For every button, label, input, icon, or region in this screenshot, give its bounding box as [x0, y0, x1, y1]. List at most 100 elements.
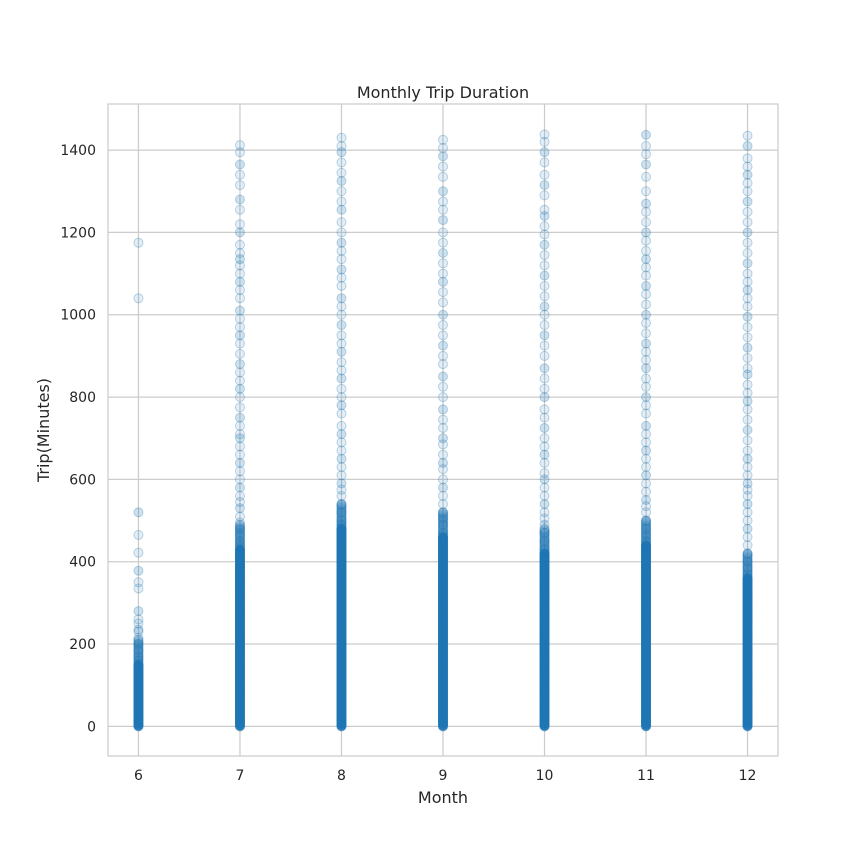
scatter-point	[641, 355, 652, 366]
scatter-point	[641, 392, 652, 403]
scatter-point	[742, 248, 753, 259]
scatter-point	[539, 204, 550, 215]
scatter-point	[438, 527, 448, 538]
scatter-point	[742, 169, 753, 180]
scatter-point	[234, 523, 245, 534]
scatter-point	[133, 638, 144, 649]
scatter-point	[234, 367, 245, 378]
x-tick-label: 11	[637, 768, 655, 784]
scatter-point	[234, 375, 245, 386]
scatter-point	[539, 526, 550, 537]
scatter-point	[336, 186, 347, 197]
scatter-point	[133, 565, 144, 576]
scatter-point	[133, 652, 144, 663]
scatter-point	[438, 134, 448, 145]
scatter-point	[539, 548, 550, 559]
scatter-point	[438, 215, 448, 226]
scatter-point	[336, 445, 347, 456]
x-axis-label: Month	[418, 788, 468, 807]
scatter-point	[336, 523, 347, 534]
scatter-point	[438, 519, 448, 530]
scatter-point	[438, 449, 448, 460]
scatter-point	[438, 508, 448, 519]
scatter-point	[133, 639, 144, 650]
scatter-point	[438, 490, 448, 501]
scatter-point	[539, 404, 550, 415]
plot-frame	[107, 103, 779, 757]
scatter-point	[438, 520, 448, 531]
scatter-point	[539, 531, 550, 542]
scatter-point	[336, 400, 347, 411]
scatter-point	[336, 519, 347, 530]
scatter-point	[234, 541, 245, 552]
scatter-point	[234, 348, 245, 359]
scatter-point	[133, 648, 144, 659]
scatter-point	[438, 268, 448, 279]
scatter-point	[742, 573, 753, 584]
scatter-point	[133, 618, 144, 629]
scatter-point	[539, 330, 550, 341]
scatter-point	[742, 285, 753, 296]
scatter-point	[336, 490, 347, 501]
scatter-point	[133, 577, 144, 588]
scatter-point	[641, 400, 652, 411]
scatter-point	[234, 293, 245, 304]
scatter-point	[336, 175, 347, 186]
scatter-point	[336, 515, 347, 526]
scatter-point	[641, 453, 652, 464]
scatter-point	[438, 512, 448, 523]
scatter-point	[742, 196, 753, 207]
scatter-point	[641, 507, 652, 518]
scatter-point	[742, 553, 753, 564]
scatter-point	[234, 276, 245, 287]
scatter-point	[336, 392, 347, 403]
scatter-point	[336, 301, 347, 312]
scatter-point	[539, 507, 550, 518]
scatter-point	[133, 529, 144, 540]
scatter-point	[234, 285, 245, 296]
scatter-point	[742, 311, 753, 322]
scatter-point	[742, 140, 753, 151]
scatter-point	[742, 322, 753, 333]
scatter-point	[133, 655, 144, 666]
scatter-point	[133, 606, 144, 617]
scatter-point	[234, 535, 245, 546]
x-tick-label: 9	[439, 768, 448, 784]
scatter-point	[234, 219, 245, 230]
scatter-point	[234, 539, 245, 550]
scatter-point	[742, 453, 753, 464]
scatter-point	[641, 529, 652, 540]
scatter-point	[641, 198, 652, 209]
scatter-point	[234, 530, 245, 541]
scatter-point	[438, 532, 448, 543]
scatter-point	[641, 478, 652, 489]
scatter-point	[742, 258, 753, 269]
scatter-point	[336, 245, 347, 256]
scatter-point	[336, 499, 347, 510]
scatter-point	[539, 441, 550, 452]
scatter-point	[133, 639, 144, 650]
scatter-point	[438, 340, 448, 351]
scatter-point	[336, 522, 347, 533]
scatter-point	[641, 532, 652, 543]
scatter-point	[641, 529, 652, 540]
scatter-point	[336, 521, 347, 532]
scatter-point	[438, 330, 448, 341]
scatter-point	[742, 556, 753, 567]
scatter-point	[438, 404, 448, 415]
scatter-point	[641, 262, 652, 273]
scatter-point	[539, 534, 550, 545]
scatter-point	[234, 544, 245, 555]
scatter-point	[539, 340, 550, 351]
scatter-point	[336, 517, 347, 528]
scatter-point	[641, 217, 652, 228]
scatter-point	[539, 239, 550, 250]
scatter-point	[438, 514, 448, 525]
scatter-point	[336, 420, 347, 431]
scatter-point	[133, 646, 144, 657]
scatter-point	[234, 383, 245, 394]
scatter-point	[742, 499, 753, 510]
scatter-point	[336, 408, 347, 419]
scatter-point	[438, 515, 448, 526]
y-tick-label: 1000	[60, 308, 96, 324]
